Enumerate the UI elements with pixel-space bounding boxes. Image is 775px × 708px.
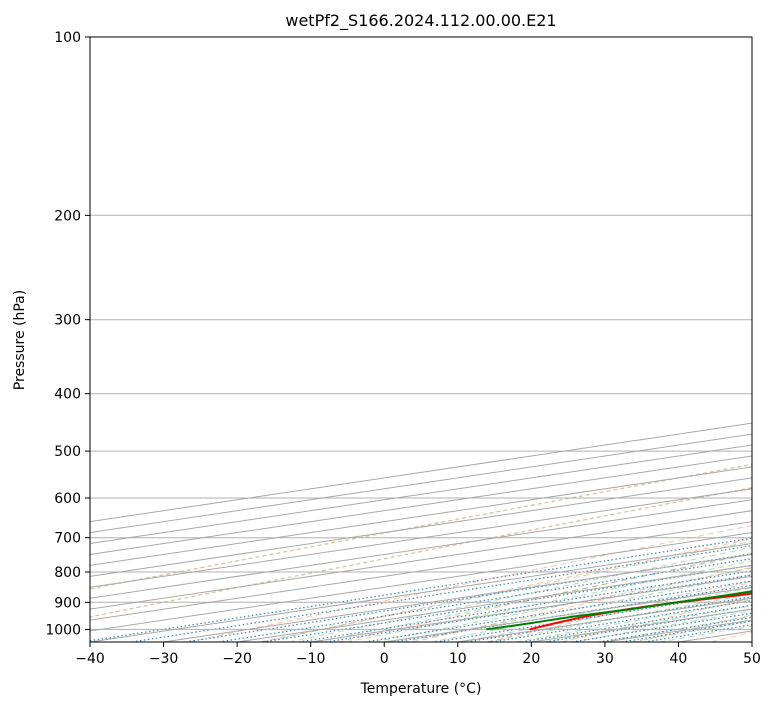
mixing-ratio-line (185, 553, 752, 642)
y-axis: 1000 900 800 700 600 500 400 300 200 100 (45, 30, 90, 638)
isotherm-line (163, 553, 752, 642)
y-tick-label: 700 (54, 531, 81, 547)
y-tick-label: 400 (54, 387, 81, 403)
x-tick-label: −40 (75, 651, 105, 667)
isotherm-line (751, 641, 752, 642)
moist-adiabat (630, 620, 752, 642)
dry-adiabat (90, 487, 752, 618)
mixing-ratio-line (491, 599, 752, 642)
y-axis-title: Pressure (hPa) (12, 290, 28, 390)
x-tick-label: 0 (380, 651, 389, 667)
x-axis-title: Temperature (°C) (360, 681, 482, 697)
dry-adiabats (90, 463, 752, 642)
isotherm-line (90, 455, 752, 555)
x-tick-label: −10 (296, 651, 326, 667)
x-axis: −40 −30 −20 −10 0 10 20 30 40 50 (75, 642, 761, 667)
dry-adiabat (412, 566, 752, 642)
isotherm-line (678, 630, 752, 642)
x-tick-label: −20 (222, 651, 252, 667)
x-tick-label: 30 (596, 651, 614, 667)
y-tick-label: 200 (54, 208, 81, 224)
moist-adiabat (515, 599, 752, 642)
isotherm-line (90, 433, 752, 534)
grid-lines (90, 37, 752, 630)
isotherm-line (90, 422, 752, 523)
mixing-ratio-line (572, 612, 752, 642)
moist-adiabat (259, 540, 752, 642)
isotherm-line (90, 532, 752, 632)
isotherm-line (90, 510, 752, 610)
profile-series (486, 590, 752, 631)
y-tick-label: 800 (54, 565, 81, 581)
chart-title: wetPf2_S166.2024.112.00.00.E21 (285, 11, 556, 31)
dry-adiabat (710, 631, 752, 642)
skewed-isotherms (90, 422, 752, 642)
y-tick-label: 1000 (45, 622, 81, 638)
isotherm-line (90, 543, 752, 642)
moist-adiabat (345, 560, 752, 642)
y-tick-label: 300 (54, 313, 81, 329)
x-tick-label: −30 (149, 651, 179, 667)
isotherm-line (90, 466, 752, 566)
moist-adiabat (374, 567, 752, 642)
mixing-ratio-line (521, 604, 752, 642)
isotherm-line (310, 575, 752, 642)
plot-frame (89, 36, 753, 643)
x-tick-label: 40 (670, 651, 688, 667)
mixing-ratio-line (599, 616, 752, 642)
isotherm-line (90, 499, 752, 599)
moist-adiabat (430, 580, 752, 642)
y-tick-label: 500 (54, 444, 81, 460)
moist-adiabat (288, 547, 752, 642)
dry-adiabat (337, 552, 752, 642)
moist-adiabat (317, 553, 752, 642)
mixing-ratio-line (218, 558, 752, 642)
dry-adiabat (636, 614, 752, 642)
plot-area: 0.10.20.40.611.52346810131620253036-100-… (90, 37, 752, 642)
y-tick-label: 900 (54, 595, 81, 611)
isotherm-line (90, 488, 752, 588)
moist-adiabats (259, 540, 752, 642)
mixing-ratio-line (131, 545, 752, 642)
isotherm-line (90, 521, 752, 621)
y-tick-label: 100 (54, 30, 81, 46)
x-tick-label: 20 (522, 651, 540, 667)
x-tick-label: 10 (449, 651, 467, 667)
moist-adiabat (402, 574, 752, 642)
dry-adiabat (188, 524, 752, 642)
isotherm-line (90, 444, 752, 545)
isotherm-line (457, 597, 752, 642)
dewpoint-profile (486, 590, 752, 631)
y-tick-label: 600 (54, 491, 81, 507)
x-tick-label: 50 (743, 651, 761, 667)
isotherm-line (90, 477, 752, 577)
dry-adiabat (90, 463, 752, 590)
moist-adiabat (459, 587, 752, 642)
